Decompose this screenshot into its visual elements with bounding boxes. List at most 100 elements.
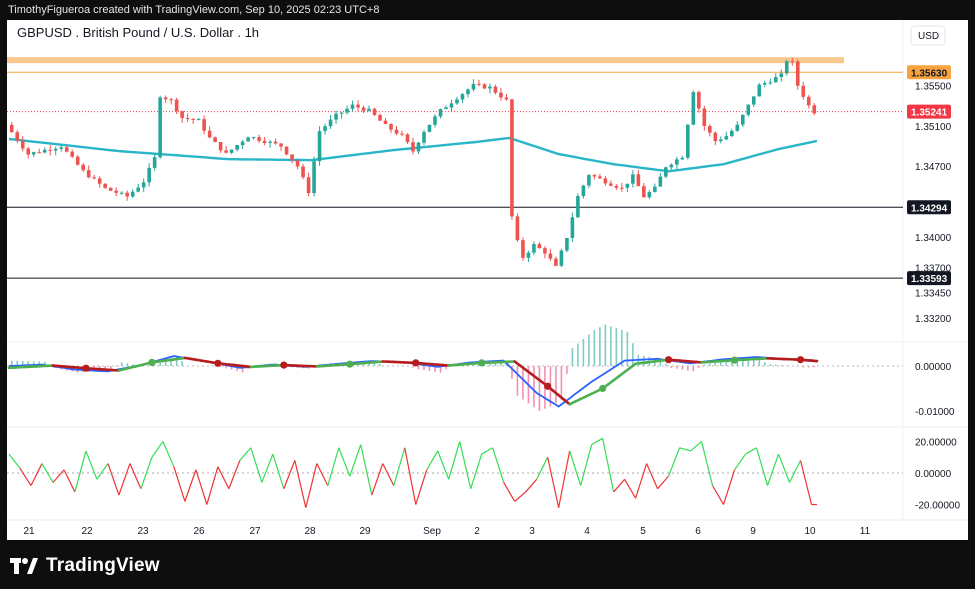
candle-body	[422, 131, 426, 143]
candle-body	[713, 132, 718, 142]
chart-canvas[interactable]: GBPUSD . British Pound / U.S. Dollar . 1…	[7, 20, 968, 540]
crossover-dot	[599, 384, 607, 393]
oscillator-segment	[569, 450, 582, 486]
oscillator-segment	[415, 469, 428, 505]
oscillator-segment	[613, 478, 626, 493]
oscillator-tick-label: 20.00000	[915, 437, 957, 448]
candle-body	[240, 141, 245, 146]
candle-body	[427, 124, 432, 132]
candle-body	[26, 148, 31, 155]
macd-tick-label: -0.01000	[915, 407, 955, 418]
candle-body	[762, 82, 767, 85]
oscillator-segment	[393, 447, 406, 486]
candle-body	[306, 177, 311, 194]
candle-body	[405, 134, 410, 143]
candle-body	[625, 183, 630, 188]
price-tag-label: 1.35241	[911, 108, 948, 119]
oscillator-pane: 20.00000 0.00000 -20.00000	[7, 437, 960, 512]
candle-body	[92, 177, 96, 179]
oscillator-segment	[525, 478, 538, 493]
candle-body	[477, 83, 481, 85]
candle-body	[493, 86, 498, 93]
crossover-dot	[346, 360, 354, 368]
time-tick-label: 11	[860, 526, 871, 537]
oscillator-segment	[503, 482, 516, 502]
oscillator-segment	[755, 447, 769, 486]
candle-body	[317, 131, 322, 162]
footer-brand[interactable]: TradingView	[10, 553, 160, 579]
candle-body	[378, 115, 382, 121]
candle-body	[444, 107, 448, 110]
oscillator-segment	[492, 447, 505, 483]
time-axis: 21 22 23 26 27 28 29 Sep 2 3 4 5 6 9 10 11	[23, 526, 870, 537]
oscillator-segment	[129, 463, 142, 490]
candle-body	[559, 250, 564, 266]
currency-button[interactable]: USD	[910, 25, 946, 46]
candle-body	[180, 111, 184, 118]
oscillator-segment	[96, 463, 109, 480]
candle-body	[609, 183, 613, 186]
candle-body	[202, 119, 206, 131]
oscillator-segment	[668, 447, 681, 477]
oscillator-segment	[261, 453, 274, 483]
oscillator-segment	[107, 463, 120, 496]
candle-body	[207, 130, 212, 138]
candle-body	[290, 154, 294, 161]
oscillator-segment	[349, 444, 362, 477]
oscillator-segment	[646, 463, 659, 490]
crossover-dot	[730, 356, 739, 364]
candle-body	[147, 167, 151, 183]
price-tick-label: 1.35100	[915, 122, 952, 133]
candle-body	[471, 83, 476, 90]
time-tick-label: 27	[249, 526, 261, 537]
candle-body	[482, 84, 487, 89]
candle-body	[504, 97, 509, 100]
oscillator-segment	[745, 447, 757, 455]
oscillator-segment	[734, 453, 747, 471]
oscillator-segment	[151, 441, 164, 458]
candle-body	[119, 192, 124, 194]
candle-body	[224, 150, 228, 153]
candle-body	[268, 141, 272, 143]
oscillator-segment	[327, 447, 340, 486]
candle-body	[70, 151, 75, 157]
candle-body	[537, 244, 542, 249]
candle-body	[642, 186, 646, 198]
oscillator-segment	[700, 441, 714, 486]
macd-tick-label: 0.00000	[915, 362, 952, 373]
candle-body	[449, 103, 454, 108]
candle-body	[185, 117, 190, 119]
oscillator-tick-label: 0.00000	[915, 469, 952, 480]
candle-body	[548, 253, 553, 259]
candle-body	[367, 108, 371, 111]
oscillator-segment	[30, 463, 43, 486]
candle-body	[334, 113, 338, 120]
attribution-text: TimothyFigueroa created with TradingView…	[8, 4, 380, 16]
resistance-band	[7, 57, 844, 64]
candle-body	[59, 147, 64, 149]
time-tick-label: 23	[137, 526, 149, 537]
chart-frame[interactable]: GBPUSD . British Pound / U.S. Dollar . 1…	[7, 20, 968, 540]
candle-body	[757, 84, 762, 97]
oscillator-segment	[272, 453, 285, 489]
candle-body	[312, 161, 316, 194]
candle-body	[174, 99, 179, 112]
oscillator-segment	[558, 450, 571, 508]
candle-body	[691, 92, 696, 125]
candle-body	[697, 92, 701, 109]
candle-body	[339, 112, 344, 114]
oscillator-segment	[206, 466, 219, 505]
oscillator-segment	[448, 441, 461, 480]
candle-body	[130, 191, 135, 197]
price-tag-current-price	[907, 104, 951, 119]
candle-body	[169, 99, 173, 101]
crossover-dot	[148, 358, 156, 366]
candle-body	[751, 96, 756, 105]
oscillator-segment	[74, 450, 87, 493]
candle-body	[400, 133, 404, 135]
price-tick-label: 1.33450	[915, 289, 952, 300]
crossover-dot	[280, 361, 288, 369]
candle-body	[773, 77, 778, 83]
oscillator-segment	[788, 460, 802, 483]
oscillator-segment	[239, 447, 252, 461]
